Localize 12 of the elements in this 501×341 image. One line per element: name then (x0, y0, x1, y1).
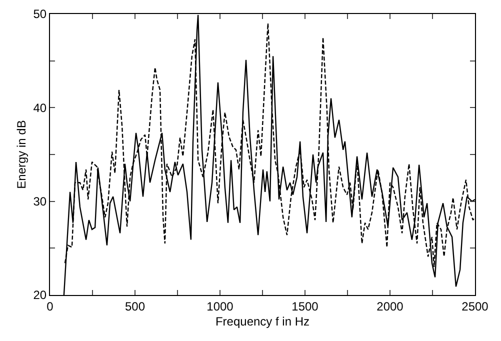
x-tick-label: 1000 (206, 299, 234, 314)
x-axis-title: Frequency f in Hz (215, 314, 310, 328)
y-tick-label: 30 (33, 194, 47, 209)
x-tick-label: 2000 (376, 299, 404, 314)
x-tick-label: 0 (46, 299, 54, 314)
x-tick-label: 2500 (462, 299, 489, 314)
x-tick-label: 1500 (292, 299, 319, 314)
y-tick-label: 50 (33, 7, 47, 22)
y-axis-title: Energy in dB (14, 120, 29, 189)
y-tick-label: 40 (33, 100, 47, 115)
y-tick-label: 20 (33, 288, 47, 302)
x-tick-label: 500 (124, 299, 146, 314)
